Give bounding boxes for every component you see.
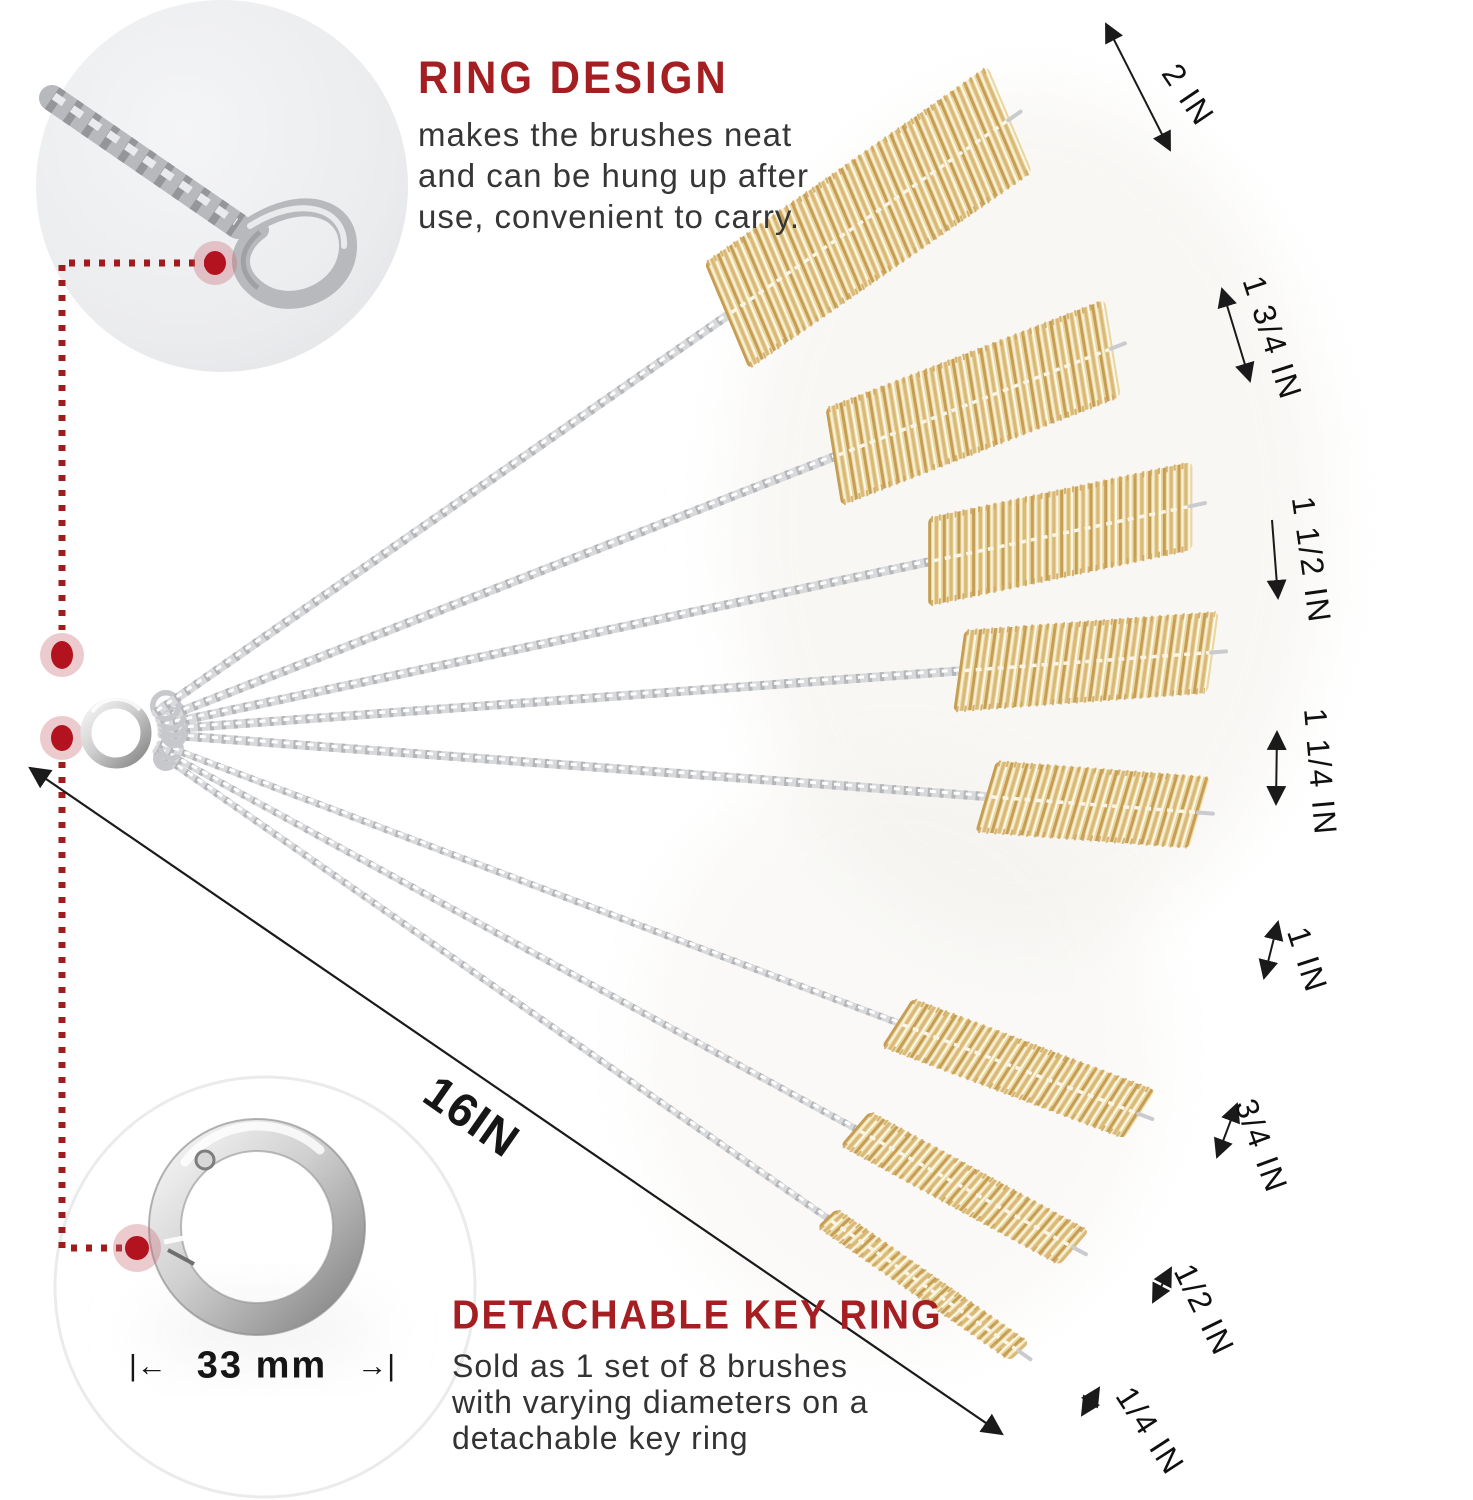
brush	[157, 611, 1229, 745]
brush	[156, 461, 1207, 739]
brush	[150, 67, 1031, 722]
brush	[152, 745, 1033, 1362]
dimension-arrow-3-4	[1213, 1102, 1241, 1159]
brush-fan	[150, 67, 1229, 1362]
twisted-wire-illustration	[39, 85, 357, 309]
dimension-arrow-1-4	[1080, 1386, 1101, 1417]
right-measure-bracket: →|	[357, 1349, 395, 1382]
key-ring-line: with varying diameters on a	[452, 1384, 869, 1420]
ring-design-line: makes the brushes neat	[418, 116, 793, 153]
dimension-arrow-1-1-4	[1266, 730, 1287, 806]
brush	[154, 741, 1088, 1265]
dimension-arrow-2in	[1105, 22, 1171, 152]
key-ring-callout: DETACHABLE KEY RING Sold as 1 set of 8 b…	[452, 1293, 943, 1456]
left-measure-bracket: |←	[129, 1349, 167, 1382]
overall-length-arrow	[28, 766, 1004, 1436]
dimension-arrow-1-1-2	[1266, 519, 1287, 600]
brush	[156, 735, 1155, 1139]
red-dot-marker	[193, 241, 237, 285]
red-dot-marker	[40, 716, 84, 760]
key-ring-title: DETACHABLE KEY RING	[452, 1293, 943, 1339]
red-dot-marker	[113, 1224, 161, 1272]
ring-diameter-measurement: |← 33 mm →|	[129, 1345, 395, 1388]
dimension-arrow-1-3-4	[1217, 287, 1255, 383]
size-dimension-arrows	[1080, 22, 1287, 1417]
brush	[155, 299, 1127, 732]
key-ring-photo	[53, 1075, 477, 1499]
ring-design-photo	[36, 0, 408, 372]
key-ring-line: detachable key ring	[452, 1420, 749, 1456]
ring-diameter-value: 33 mm	[196, 1344, 328, 1387]
ring-design-line: and can be hung up after	[418, 157, 809, 194]
red-dot-marker	[40, 633, 84, 677]
pivot-ring	[80, 696, 152, 769]
ring-design-title: RING DESIGN	[418, 52, 729, 103]
ring-design-callout: RING DESIGN makes the brushes neat and c…	[418, 52, 809, 237]
dimension-arrow-1in	[1258, 920, 1284, 980]
ring-design-line: use, convenient to carry.	[418, 198, 801, 235]
brush	[157, 722, 1215, 849]
dimension-arrow-1-2	[1152, 1266, 1172, 1304]
key-ring-line: Sold as 1 set of 8 brushes	[452, 1348, 848, 1384]
